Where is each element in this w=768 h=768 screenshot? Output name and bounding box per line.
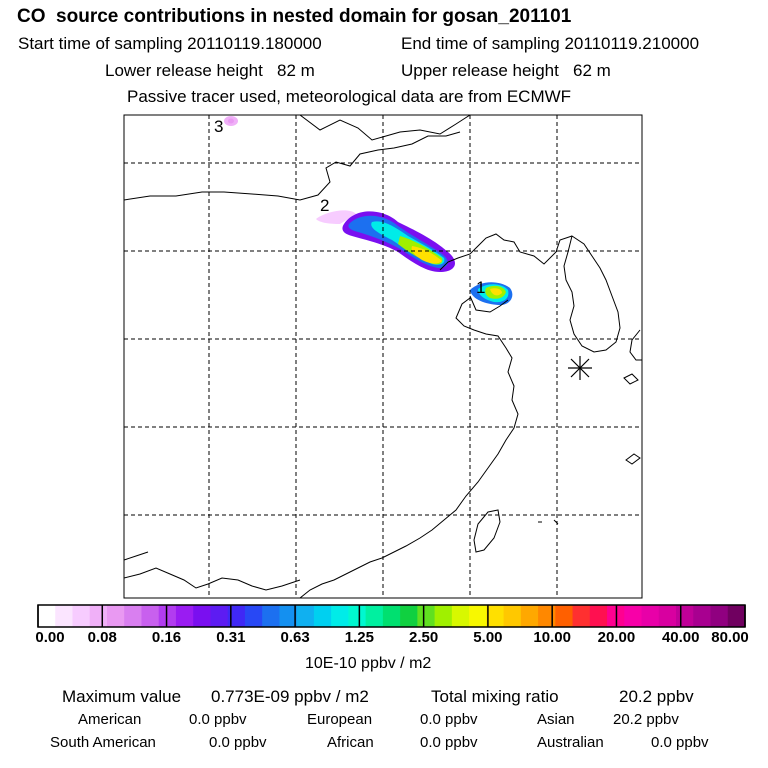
colorbar-tick-label: 80.00 — [711, 629, 749, 646]
region-australian-value: 0.0 ppbv — [651, 734, 709, 751]
region-american-value: 0.0 ppbv — [189, 711, 247, 728]
receptor-asterisk-icon — [568, 356, 592, 380]
colorbar-tick-label: 1.25 — [344, 629, 374, 646]
region-australian-name: Australian — [537, 734, 604, 751]
colorbar-tick-label: 5.00 — [473, 629, 503, 646]
colorbar-cell — [89, 605, 108, 627]
colorbar-tick-label: 0.31 — [216, 629, 246, 646]
region-asian-name: Asian — [537, 711, 575, 728]
region-african-value: 0.0 ppbv — [420, 734, 478, 751]
colorbar-cell — [175, 605, 194, 627]
colorbar-cell — [244, 605, 263, 627]
colorbar-cell — [417, 605, 436, 627]
colorbar-cell — [279, 605, 298, 627]
colorbar-cell — [313, 605, 332, 627]
colorbar-cell — [141, 605, 160, 627]
colorbar-cell — [658, 605, 677, 627]
colorbar-units: 10E-10 ppbv / m2 — [305, 655, 432, 672]
colorbar-cell — [710, 605, 729, 627]
colorbar-cell — [382, 605, 401, 627]
max-value: 0.773E-09 ppbv / m2 — [211, 687, 369, 706]
total-mixing-label: Total mixing ratio — [431, 687, 559, 706]
marker-2-label: 2 — [320, 196, 329, 215]
colorbar-cell — [676, 605, 694, 627]
coastlines — [124, 115, 642, 598]
colorbar-cell — [624, 605, 643, 627]
colorbar-cell — [727, 605, 746, 627]
colorbar-cell — [72, 605, 91, 627]
colorbar-cell — [210, 605, 229, 627]
colorbar-cell — [503, 605, 522, 627]
end-time-label: End time of sampling 20110119.210000 — [401, 34, 700, 53]
region-african-name: African — [327, 734, 374, 751]
marker-3-label: 3 — [214, 117, 223, 136]
region-american-name: American — [78, 711, 142, 728]
plume-3 — [224, 116, 238, 126]
upper-release-height: Upper release height 62 m — [401, 61, 611, 80]
colorbar-tick-label: 10.00 — [533, 629, 571, 646]
colorbar-cell — [331, 605, 349, 627]
colorbar-cell — [555, 605, 574, 627]
colorbar-cell — [158, 605, 177, 627]
max-value-label: Maximum value — [62, 687, 182, 706]
colorbar-cell — [469, 605, 487, 627]
region-south-american-name: South American — [50, 734, 156, 751]
total-mixing-value: 20.2 ppbv — [619, 687, 694, 706]
region-european-name: European — [307, 711, 373, 728]
map-grid — [124, 115, 642, 598]
colorbar-cell — [400, 605, 418, 627]
lower-release-height: Lower release height 82 m — [105, 61, 315, 80]
colorbar-tick-label: 40.00 — [661, 629, 700, 646]
colorbar-cell — [486, 605, 505, 627]
colorbar-cell — [589, 605, 608, 627]
colorbar-tick-label: 20.00 — [597, 629, 636, 646]
plume-1 — [470, 282, 513, 306]
colorbar-cell — [262, 605, 281, 627]
colorbar-tick-label: 0.08 — [87, 629, 117, 646]
colorbar-cell — [693, 605, 712, 627]
plume-2 — [316, 210, 455, 272]
colorbar-cell — [38, 605, 56, 627]
colorbar-cell — [365, 605, 384, 627]
colorbar-cell — [348, 605, 367, 627]
start-time-label: Start time of sampling 20110119.180000 — [18, 34, 322, 53]
colorbar-tick-label: 2.50 — [409, 629, 439, 646]
marker-1-label: 1 — [476, 278, 485, 297]
colorbar-cell — [193, 605, 212, 627]
colorbar-cell — [572, 605, 591, 627]
colorbar-tick-label: 0.00 — [35, 629, 65, 646]
colorbar-tick-label: 0.16 — [151, 629, 182, 646]
region-south-american-value: 0.0 ppbv — [209, 734, 267, 751]
colorbar-cell — [124, 605, 143, 627]
region-asian-value: 20.2 ppbv — [613, 711, 679, 728]
colorbar-cell — [538, 605, 556, 627]
colorbar-tick-label: 0.63 — [280, 629, 310, 646]
colorbar-cell — [106, 605, 125, 627]
colorbar-cell — [451, 605, 470, 627]
figure-title: CO source contributions in nested domain… — [17, 6, 572, 27]
colorbar-cell — [520, 605, 539, 627]
tracer-note: Passive tracer used, meteorological data… — [127, 87, 572, 106]
colorbar-cell — [227, 605, 246, 627]
colorbar-cell — [434, 605, 453, 627]
region-european-value: 0.0 ppbv — [420, 711, 478, 728]
colorbar-cell — [641, 605, 660, 627]
colorbar-cell — [55, 605, 74, 627]
colorbar-cell — [296, 605, 315, 627]
